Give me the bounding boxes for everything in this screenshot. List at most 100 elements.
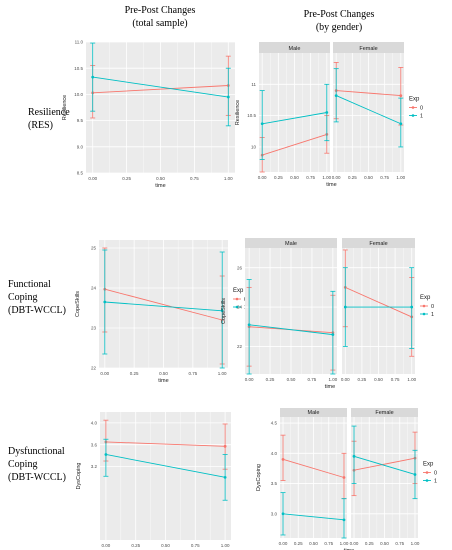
legend-title: Exp: [423, 462, 434, 468]
facet-strip-label: Male: [289, 46, 301, 52]
series-line-exp-1: [92, 76, 229, 98]
y-tick-label: 4.0: [91, 420, 98, 425]
x-tick-label: 0.25: [266, 377, 275, 382]
x-tick-label: 0.25: [358, 377, 367, 382]
x-tick-label: 0.00: [258, 175, 267, 180]
x-tick-label: 0.00: [88, 176, 97, 181]
data-point-exp-1: [281, 512, 285, 516]
x-axis-title: time: [325, 384, 335, 390]
series-line-exp-0: [105, 441, 226, 447]
data-point-exp-1: [91, 75, 95, 79]
facet-strip: [342, 238, 415, 248]
x-tick-label: 0.75: [191, 543, 200, 548]
y-tick-label: 9.0: [77, 144, 84, 149]
data-point-exp-1: [410, 305, 414, 309]
header-col2-line1: Pre-Post Changes: [304, 9, 375, 20]
y-tick-label: 25: [91, 246, 97, 251]
data-point-exp-1: [220, 309, 224, 313]
series-line-exp-0: [282, 458, 345, 478]
x-tick-label: 1.00: [411, 541, 420, 546]
legend-key-point-exp-1: [411, 114, 415, 117]
chart-5: 0.000.250.500.751.003.23.64.0timeDysCopi…: [76, 412, 231, 548]
x-tick-label: 0.50: [159, 371, 168, 376]
series-line-exp-1: [262, 112, 327, 125]
facet-strip: [259, 42, 330, 53]
row-label-dysfunctional-1: Dysfunctional: [8, 446, 65, 457]
row-label-dysfunctional-3: (DBT-WCCL): [8, 472, 66, 483]
legend-key-point-exp-1: [425, 479, 429, 482]
x-tick-label: 1.00: [407, 377, 416, 382]
facet-strip-label: Female: [359, 46, 377, 52]
series-line-exp-0: [345, 286, 412, 318]
x-tick-label: 1.00: [218, 371, 227, 376]
y-tick-label: 3.6: [91, 442, 98, 447]
data-point-exp-0: [342, 476, 346, 479]
chart-3: 0.00 0.25 0.50 0.75 1.00 22 23 24 25 time CopeSkil…: [75, 240, 247, 384]
facet-strip-label: Female: [375, 410, 393, 416]
data-point-exp-0: [223, 444, 227, 448]
x-tick-label: 0.00: [102, 543, 111, 548]
x-tick-label: 1.00: [328, 377, 337, 382]
x-tick-label: 0.75: [188, 371, 197, 376]
legend-key-point-exp-1: [422, 312, 426, 316]
x-tick-label: 1.00: [396, 175, 405, 180]
x-tick-label: 0.75: [380, 175, 389, 180]
data-point-exp-1: [413, 473, 417, 476]
legend-label-exp-1: 1: [431, 312, 434, 318]
x-tick-label: 0.50: [380, 541, 389, 546]
y-tick-label: 8.5: [77, 171, 84, 176]
y-tick-label: 9.5: [77, 118, 84, 123]
facet-strip-label: Male: [308, 410, 320, 416]
series-line-exp-1: [104, 301, 223, 312]
y-tick-label: 10.5: [74, 66, 83, 71]
x-tick-label: 0.75: [308, 377, 317, 382]
x-tick-label: 0.25: [294, 541, 303, 546]
row-label-resilience-2: (RES): [28, 120, 53, 131]
chart-6: Male 0.00 0.25 0.50 0.75 1.00 3.0 3.5 4.0 4.5 Fema…: [256, 408, 437, 550]
series-line-exp-1: [336, 95, 401, 125]
series-line-exp-0: [336, 90, 401, 97]
row-label-functional-1: Functional: [8, 279, 51, 290]
facet-strip: [245, 238, 337, 248]
x-tick-label: 1.00: [224, 176, 233, 181]
legend-label-exp-1: 1: [420, 114, 423, 120]
y-axis-title: CopeSkills: [221, 298, 227, 324]
data-point-exp-1: [342, 518, 346, 522]
x-tick-label: 0.25: [130, 371, 139, 376]
header-col2-line2: (by gender): [316, 22, 362, 33]
y-tick-label: 10.5: [247, 113, 256, 118]
x-tick-label: 1.00: [322, 175, 331, 180]
x-tick-label: 1.00: [340, 541, 349, 546]
y-tick-label: 4.0: [271, 451, 278, 456]
legend-label-exp-0: 0: [420, 106, 423, 112]
x-tick-label: 0.25: [122, 176, 131, 181]
data-point-exp-0: [399, 94, 403, 97]
y-axis-title: DysCoping: [76, 463, 82, 490]
x-axis-title: time: [158, 378, 168, 384]
facet-strip-label: Male: [285, 241, 297, 247]
facet-strip: [280, 408, 347, 417]
y-axis-title: Resilience: [62, 95, 68, 120]
data-point-exp-1: [260, 122, 264, 126]
series-line-exp-0: [353, 457, 416, 471]
y-tick-label: 22: [237, 344, 243, 349]
facet-strip: [333, 42, 404, 53]
data-point-exp-1: [399, 122, 403, 126]
series-line-exp-1: [249, 324, 333, 336]
data-point-exp-1: [223, 475, 227, 479]
data-point-exp-1: [247, 323, 251, 327]
y-tick-label: 11: [251, 82, 256, 87]
charts-layer: 0.00 0.25 0.50 0.75 1.008.59.09.510.010.511.…: [62, 40, 437, 550]
data-point-exp-1: [325, 111, 329, 114]
data-point-exp-1: [352, 454, 356, 458]
x-axis-title: time: [155, 183, 165, 189]
legend-title: Exp: [409, 97, 420, 103]
y-tick-label: 22: [91, 366, 97, 371]
y-tick-label: 23: [91, 326, 97, 331]
y-tick-label: 24: [91, 286, 97, 291]
y-tick-label: 26: [237, 265, 243, 270]
row-label-resilience-1: Resilience: [28, 107, 70, 118]
data-point-exp-1: [226, 95, 230, 99]
y-tick-label: 11.0: [75, 40, 84, 45]
